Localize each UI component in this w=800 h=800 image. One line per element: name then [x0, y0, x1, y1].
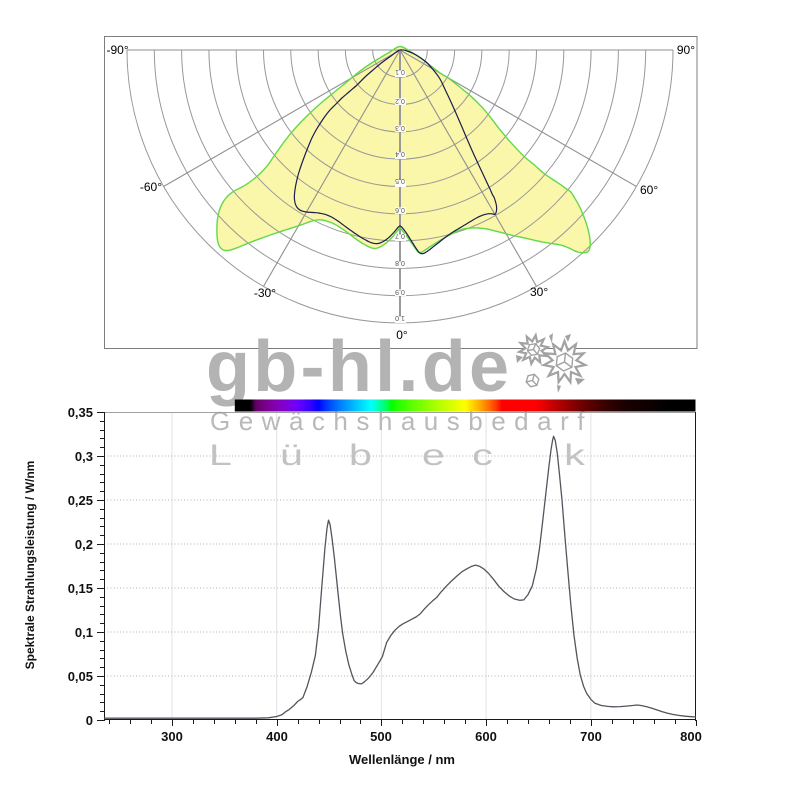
svg-text:0,9: 0,9 — [395, 288, 405, 295]
svg-text:30°: 30° — [530, 285, 548, 299]
svg-text:0,1: 0,1 — [395, 68, 405, 75]
svg-text:0,3: 0,3 — [75, 449, 93, 464]
svg-text:0,3: 0,3 — [395, 124, 405, 131]
svg-text:Wellenlänge / nm: Wellenlänge / nm — [349, 752, 455, 767]
svg-text:Spektrale Strahlungsleistung /: Spektrale Strahlungsleistung / W/nm — [23, 461, 37, 670]
svg-text:0,05: 0,05 — [68, 669, 93, 684]
svg-text:500: 500 — [370, 729, 392, 744]
svg-text:0,8: 0,8 — [395, 259, 405, 266]
svg-text:-30°: -30° — [254, 286, 276, 300]
svg-text:700: 700 — [580, 729, 602, 744]
svg-text:400: 400 — [266, 729, 288, 744]
svg-text:0,2: 0,2 — [75, 537, 93, 552]
svg-text:-90°: -90° — [107, 43, 129, 57]
svg-text:0,25: 0,25 — [68, 493, 93, 508]
svg-text:0,5: 0,5 — [395, 177, 405, 184]
svg-text:0,2: 0,2 — [395, 97, 405, 104]
svg-text:0,7: 0,7 — [395, 232, 405, 239]
svg-text:0,6: 0,6 — [395, 206, 405, 213]
svg-text:90°: 90° — [677, 43, 695, 57]
svg-text:0,4: 0,4 — [395, 150, 405, 157]
svg-text:0,35: 0,35 — [68, 405, 93, 420]
svg-text:1,0: 1,0 — [395, 314, 405, 321]
svg-text:0,15: 0,15 — [68, 581, 93, 596]
svg-text:-60°: -60° — [140, 180, 162, 194]
svg-text:0,1: 0,1 — [75, 625, 93, 640]
svg-text:0: 0 — [86, 713, 93, 728]
svg-text:60°: 60° — [640, 183, 658, 197]
svg-text:0°: 0° — [396, 328, 408, 342]
svg-text:800: 800 — [680, 729, 702, 744]
svg-text:600: 600 — [475, 729, 497, 744]
svg-text:300: 300 — [161, 729, 183, 744]
